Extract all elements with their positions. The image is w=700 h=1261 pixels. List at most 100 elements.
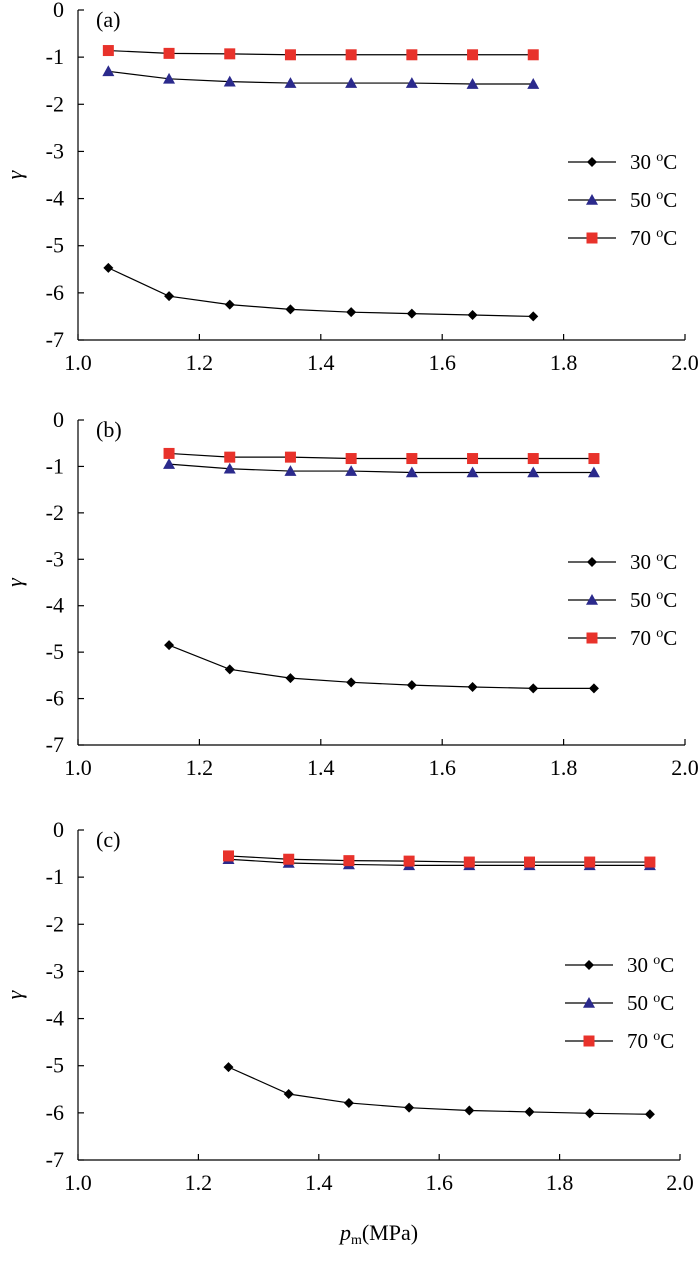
legend-label: 30 oC [627,953,674,977]
data-point-triangle [163,458,176,469]
series-line-diamond [168,644,594,689]
legend-marker [584,960,594,970]
data-point-diamond [464,1105,475,1116]
y-tick-label: 0 [53,817,64,842]
data-point-diamond [528,311,539,322]
data-point-square [163,447,175,459]
panel-label: (a) [96,7,120,32]
data-point-diamond [285,304,296,315]
y-tick-label: -6 [46,280,64,305]
y-tick-label: -6 [46,1100,64,1125]
data-point-square [224,451,236,463]
series-line-triangle [169,463,594,474]
data-point-diamond [406,308,417,319]
x-tick-label: 1.6 [428,755,456,780]
legend-label: 50 oC [627,991,674,1015]
y-tick-label: -7 [46,732,64,757]
y-tick-label: -4 [46,593,64,618]
data-point-diamond [164,291,175,302]
data-point-square [463,856,475,868]
data-point-diamond [103,262,114,273]
panel-label: (b) [96,417,122,442]
data-point-triangle [223,75,236,87]
y-tick-label: -5 [46,1053,64,1078]
y-tick-label: 0 [53,0,64,22]
y-axis-label: γ [2,989,27,999]
series-line-diamond [108,267,534,318]
chart-panel-2: 0 -1 -2 -3 -4 -5 -6 -71.0 1.2 1.4 1.6 1.8 2.0 (b) γ 30 … [2,407,699,780]
data-point-square [102,45,114,57]
y-tick-label: -5 [46,233,64,258]
data-point-diamond [343,1097,354,1108]
legend-marker [583,1035,595,1047]
legend-label: 70 oC [630,626,677,650]
x-tick-label: 1.0 [64,755,92,780]
series-line-diamond [228,1066,650,1115]
data-point-triangle [587,466,600,478]
data-point-square [345,453,357,465]
data-point-diamond [346,677,357,688]
panel-label: (c) [96,827,120,852]
legend-label: 30 oC [630,550,677,574]
x-tick-label: 1.4 [307,350,335,375]
y-tick-label: -2 [46,911,64,936]
y-tick-label: -3 [46,958,64,983]
data-point-diamond [467,681,478,692]
x-tick-label: 1.2 [185,1170,213,1195]
y-tick-label: -7 [46,327,64,352]
x-tick-label: 1.6 [425,1170,453,1195]
x-axis-label: pm(MPa) [338,1220,418,1248]
legend-label: 70 oC [630,226,677,250]
data-point-square [284,49,296,61]
data-point-square [467,453,479,465]
x-tick-label: 1.4 [305,1170,333,1195]
x-tick-label: 2.0 [666,1170,694,1195]
series-line-triangle [108,70,534,85]
data-point-triangle [466,78,479,89]
data-point-diamond [524,1106,535,1117]
data-point-square [224,48,236,60]
data-point-square [406,49,418,61]
data-point-diamond [467,310,478,321]
x-tick-label: 1.2 [186,755,214,780]
data-point-diamond [285,673,296,684]
y-tick-label: -1 [46,453,64,478]
legend-marker [583,997,595,1008]
y-axis-label: γ [2,577,27,587]
data-point-square [345,49,357,61]
y-tick-label: -4 [46,186,64,211]
x-tick-label: 1.2 [186,350,214,375]
y-tick-label: 0 [53,407,64,432]
x-tick-label: 1.8 [550,350,578,375]
y-tick-label: -5 [46,639,64,664]
y-tick-label: -6 [46,686,64,711]
y-tick-label: -2 [46,91,64,116]
data-point-square [584,856,596,868]
data-point-square [527,453,539,465]
data-point-square [403,855,415,867]
series-line-square [228,855,650,863]
data-point-square [283,853,295,865]
series-line-square [169,452,594,460]
data-point-triangle [345,77,358,88]
x-tick-label: 2.0 [671,755,699,780]
y-tick-label: -3 [46,546,64,571]
legend-label: 50 oC [630,588,677,612]
x-tick-label: 2.0 [671,350,699,375]
legend-label: 50 oC [630,188,677,212]
data-point-triangle [223,462,236,474]
x-tick-label: 1.8 [546,1170,574,1195]
y-axis-label: γ [2,169,27,179]
data-point-diamond [223,1062,234,1073]
data-point-square [343,855,355,867]
data-point-triangle [284,465,297,476]
data-point-diamond [224,299,235,310]
data-point-square [524,856,535,868]
data-point-triangle [102,65,115,77]
data-point-square [588,453,600,465]
data-point-diamond [346,307,357,318]
data-point-triangle [284,77,297,88]
y-tick-label: -7 [46,1147,64,1172]
legend-marker [587,157,597,167]
